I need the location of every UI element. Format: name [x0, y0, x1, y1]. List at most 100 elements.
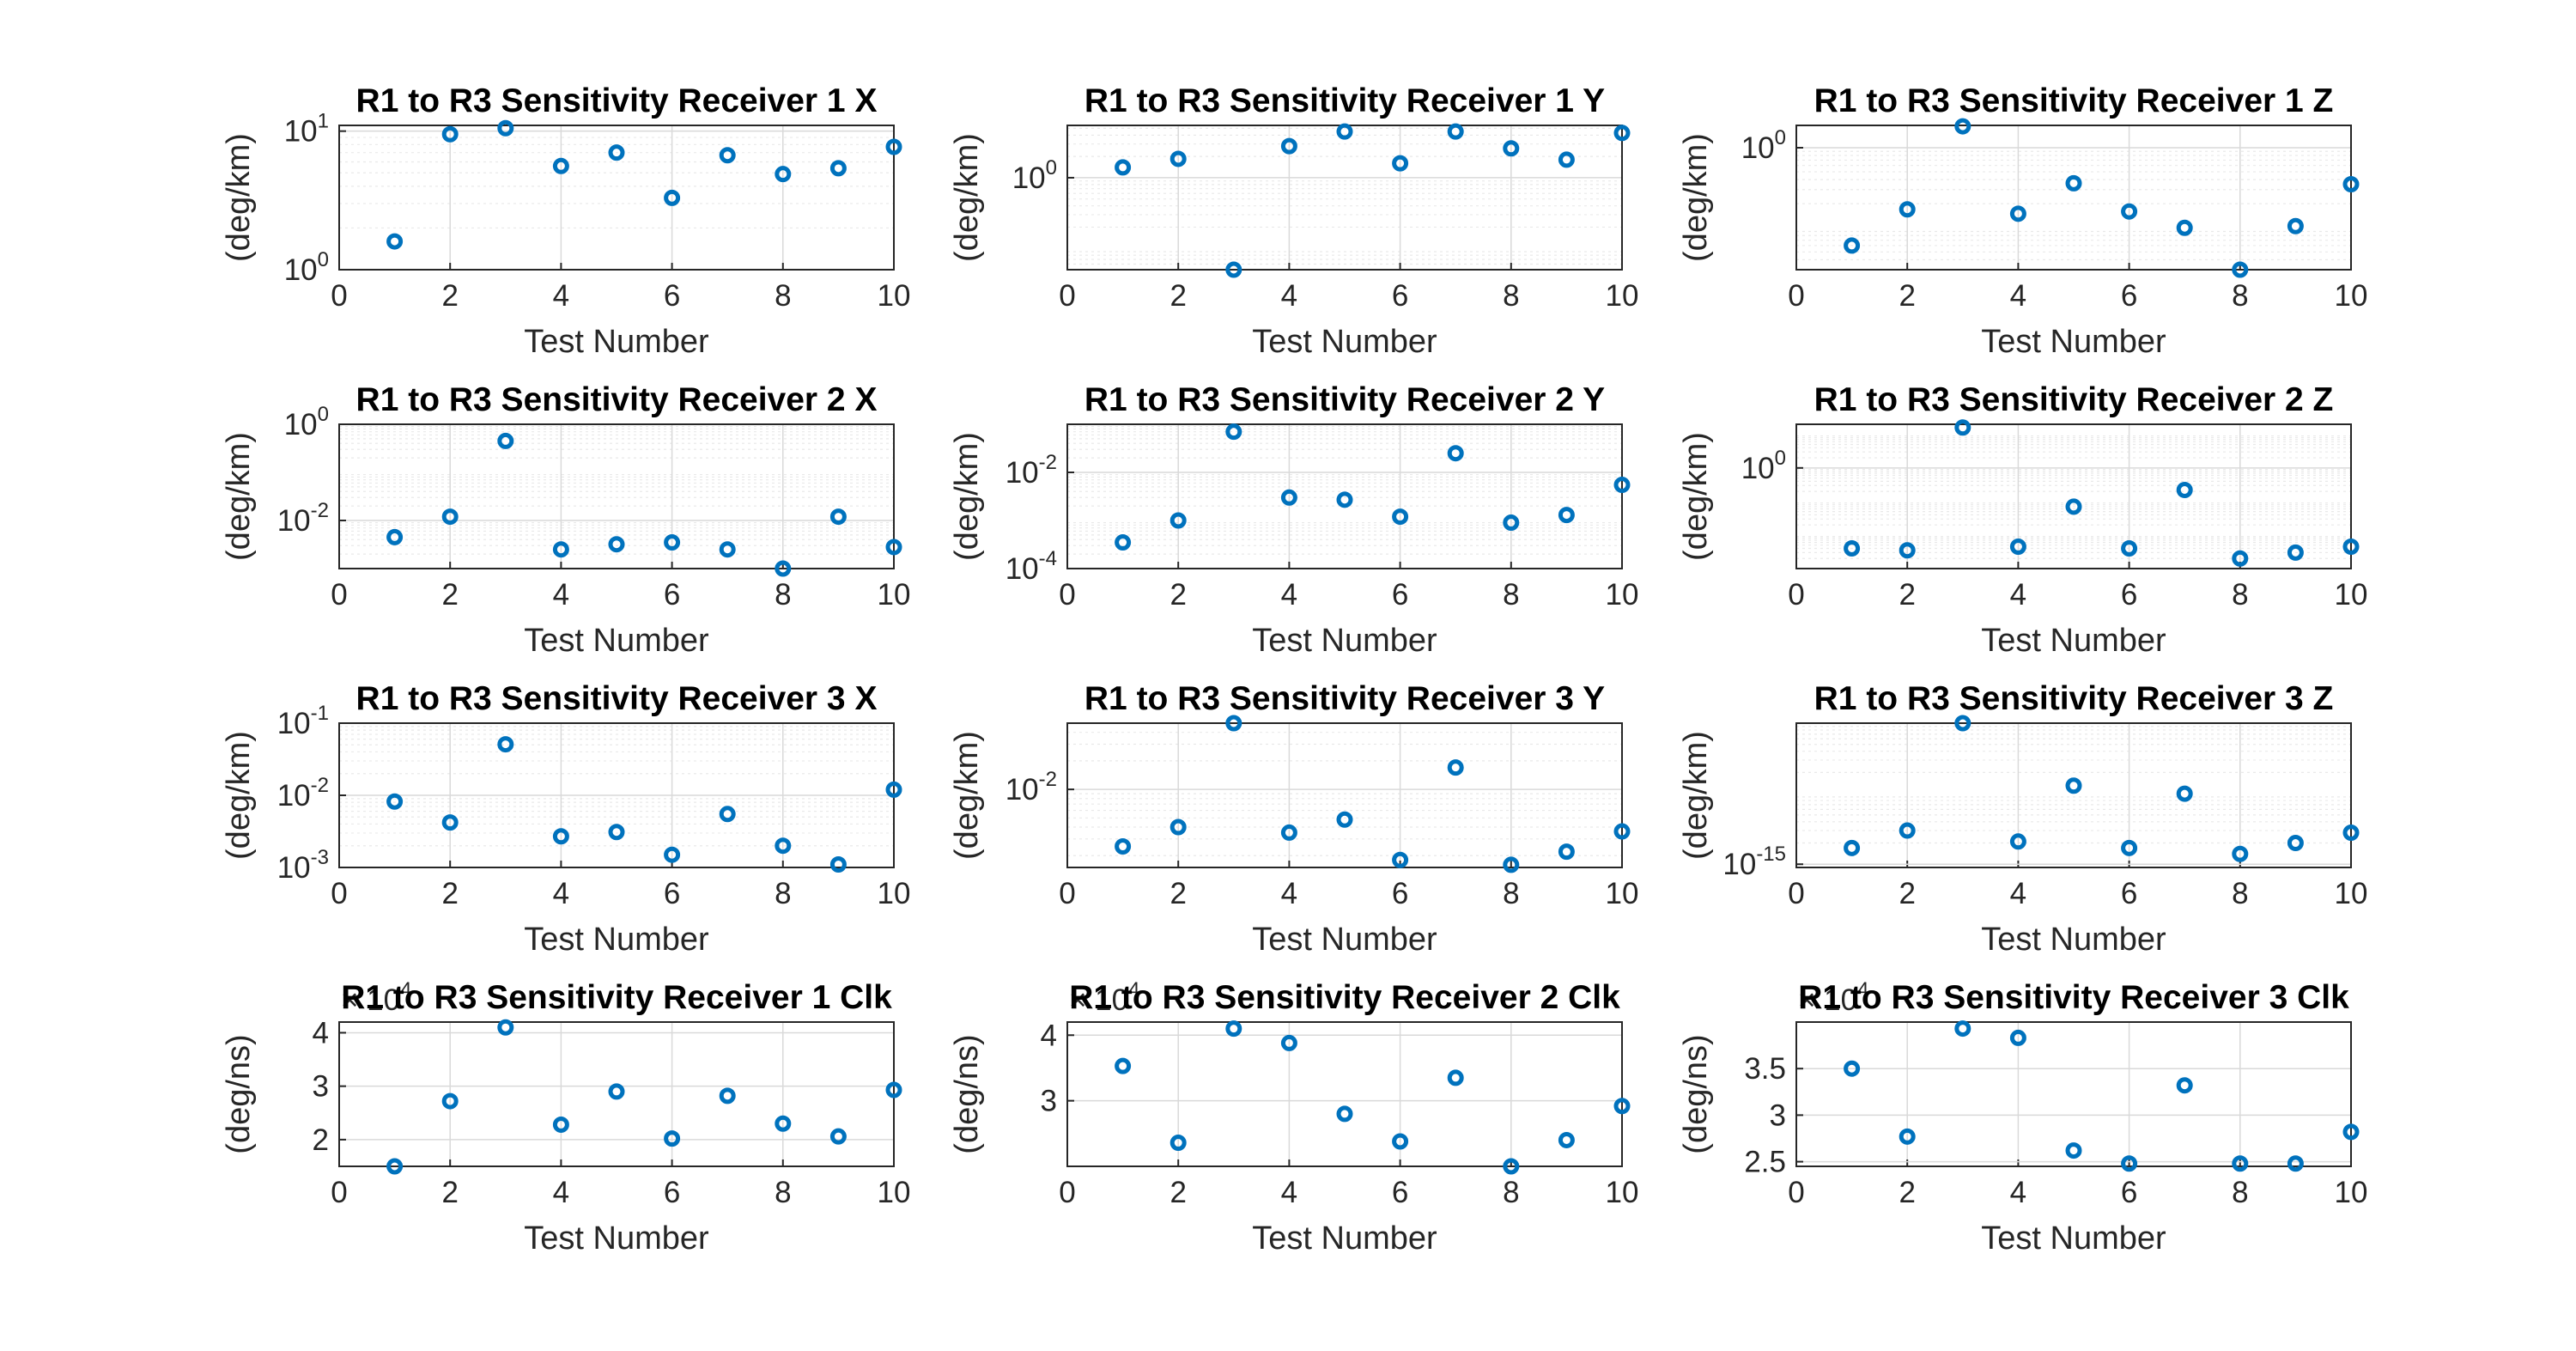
- data-point: [2342, 538, 2360, 555]
- subplot-title: R1 to R3 Sensitivity Receiver 3 Z: [1814, 680, 2334, 717]
- y-axis-label: (deg/ns): [221, 1034, 257, 1153]
- data-point: [1899, 201, 1916, 218]
- x-axis-label: Test Number: [1981, 922, 2166, 958]
- x-tick-label: 6: [1392, 877, 1408, 910]
- axes-frame: [1066, 722, 1623, 868]
- data-point: [1503, 856, 1520, 873]
- data-point: [1225, 261, 1242, 278]
- x-tick-label: 6: [664, 877, 680, 910]
- x-tick-label: 4: [1281, 578, 1297, 612]
- data-point: [2065, 777, 2082, 794]
- data-point: [497, 432, 514, 449]
- y-tick-label: 100: [1012, 156, 1057, 195]
- x-tick-label: 10: [878, 279, 911, 313]
- data-point: [1170, 512, 1187, 529]
- x-tick-label: 8: [1503, 1176, 1519, 1209]
- x-tick-label: 4: [553, 578, 569, 612]
- plot-area: [1795, 1021, 2352, 1167]
- y-tick-label: 100: [284, 403, 329, 441]
- plot-area: [338, 1021, 895, 1167]
- plot-area: [1066, 722, 1623, 868]
- data-point: [608, 824, 625, 841]
- x-tick-label: 0: [331, 877, 347, 910]
- data-point: [1954, 419, 1971, 436]
- x-tick-label: 4: [1281, 1176, 1297, 1209]
- data-point: [2342, 176, 2360, 193]
- data-point: [719, 806, 736, 823]
- x-tick-label: 0: [331, 578, 347, 612]
- subplot-9: 0 2 4 6 8 10 10-15 R1 to R3 Sensitivity Receive…: [1678, 680, 2367, 958]
- subplot-title: R1 to R3 Sensitivity Receiver 3 Clk: [1798, 979, 2349, 1016]
- data-point: [1447, 1069, 1464, 1086]
- data-point: [1954, 715, 1971, 732]
- data-point: [829, 856, 847, 873]
- data-point: [1954, 118, 1971, 135]
- y-axis-label: (deg/km): [949, 432, 985, 561]
- subplot-title: R1 to R3 Sensitivity Receiver 1 Clk: [341, 979, 892, 1016]
- data-point: [1503, 1158, 1520, 1175]
- x-tick-label: 10: [1606, 279, 1639, 313]
- data-point: [1613, 823, 1631, 840]
- data-point: [775, 837, 792, 855]
- plot-area: [1066, 423, 1623, 569]
- data-point: [1899, 542, 1916, 559]
- data-point: [386, 233, 404, 250]
- axis-exponent-label: × 104: [1069, 978, 1139, 1017]
- x-tick-label: 2: [1170, 578, 1186, 612]
- x-tick-label: 2: [1899, 877, 1915, 910]
- y-tick-label: 10-2: [1005, 768, 1057, 806]
- data-point: [2009, 205, 2026, 222]
- data-point: [1336, 491, 1353, 508]
- y-tick-label: 10-1: [277, 702, 329, 740]
- x-axis-label: Test Number: [1252, 922, 1437, 958]
- x-axis-label: Test Number: [1252, 623, 1437, 659]
- x-axis-label: Test Number: [524, 922, 709, 958]
- x-axis-label: Test Number: [1981, 1220, 2166, 1257]
- y-tick-label: 10-2: [277, 499, 329, 538]
- data-point: [1844, 237, 1861, 254]
- data-point: [1613, 477, 1631, 494]
- data-point: [497, 119, 514, 137]
- data-point: [2176, 785, 2193, 802]
- data-point: [441, 508, 459, 526]
- y-tick-label: 100: [1741, 126, 1786, 165]
- data-point: [1447, 759, 1464, 776]
- x-tick-label: 4: [1281, 279, 1297, 313]
- x-tick-label: 6: [664, 279, 680, 313]
- data-point: [2232, 845, 2249, 862]
- data-point: [1115, 159, 1132, 176]
- x-tick-label: 0: [1788, 1176, 1804, 1209]
- data-point: [2121, 1155, 2138, 1172]
- subplot-title: R1 to R3 Sensitivity Receiver 2 Y: [1084, 381, 1605, 418]
- y-tick-label: 3: [1041, 1085, 1057, 1118]
- data-point: [1613, 1098, 1631, 1115]
- data-point: [1115, 838, 1132, 855]
- x-tick-label: 2: [1170, 279, 1186, 313]
- x-tick-label: 8: [2232, 1176, 2248, 1209]
- plot-area: [1066, 125, 1623, 271]
- subplot-5: 0 2 4 6 8 10 10-2 10-4 R1 to R3 Sensitivity Rece…: [949, 381, 1638, 659]
- x-tick-label: 8: [775, 877, 791, 910]
- x-tick-label: 0: [331, 1176, 347, 1209]
- x-tick-label: 4: [2010, 279, 2026, 313]
- data-point: [1225, 715, 1242, 732]
- x-tick-label: 2: [441, 877, 458, 910]
- data-point: [664, 534, 681, 551]
- x-axis-label: Test Number: [1981, 324, 2166, 360]
- x-axis-label: Test Number: [1252, 1220, 1437, 1257]
- data-point: [885, 539, 902, 556]
- data-point: [2287, 1155, 2304, 1172]
- data-point: [2232, 550, 2249, 567]
- y-tick-label: 4: [313, 1016, 329, 1050]
- y-tick-label: 2: [313, 1123, 329, 1157]
- x-tick-label: 10: [2335, 877, 2368, 910]
- x-tick-label: 8: [775, 1176, 791, 1209]
- data-point: [2065, 174, 2082, 192]
- subplot-6: 0 2 4 6 8 10 100 R1 to R3 Sensitivity Receiver …: [1678, 381, 2367, 659]
- data-point: [552, 157, 569, 174]
- data-point: [1336, 811, 1353, 828]
- axis-exponent-label: × 104: [341, 978, 411, 1017]
- x-tick-label: 4: [553, 279, 569, 313]
- data-point: [1280, 824, 1297, 841]
- y-tick-label: 10-3: [277, 846, 329, 885]
